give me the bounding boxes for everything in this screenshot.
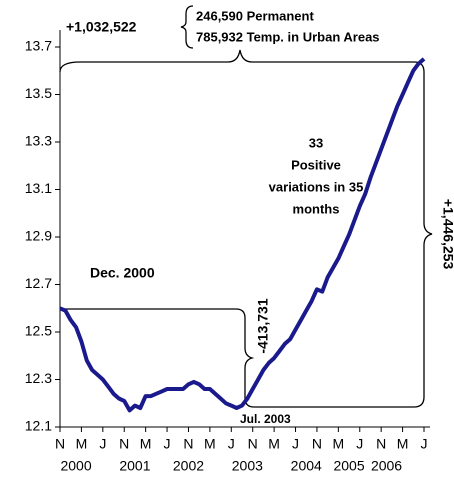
x-tick-label: N [119,436,129,452]
x-tick-label: M [397,436,409,452]
annotation: 785,932 Temp. in Urban Areas [196,29,380,44]
annotation: +1,032,522 [66,19,137,35]
x-tick-label: N [55,436,65,452]
side-brackets [60,72,433,408]
y-tick-label: 12.1 [25,418,52,434]
x-tick-label: N [183,436,193,452]
x-tick-label: N [312,436,322,452]
annotation: months [293,201,340,216]
year-label: 2000 [60,458,91,474]
x-tick-label: N [376,436,386,452]
brackets [59,5,433,408]
x-tick-label: N [248,436,258,452]
year-label: 2002 [173,458,204,474]
x-tick-label: J [228,436,235,452]
top-bracket [59,49,425,73]
x-tick-label: J [292,436,299,452]
y-tick-label: 12.9 [25,228,52,244]
y-tick-label: 13.3 [25,133,52,149]
line [59,57,426,413]
annotation: 33 [309,135,323,150]
year-label: 2005 [333,458,364,474]
x-tick-label: J [421,436,428,452]
year-label: 2006 [371,458,402,474]
year-label: 2004 [291,458,322,474]
x-tick-label: J [164,436,171,452]
x-tick-label: M [204,436,216,452]
annotation: variations in 35 [269,179,364,194]
top-brace [180,5,194,49]
annotation: -413,731 [255,298,271,353]
x-tick-label: M [76,436,88,452]
year-label: 2003 [232,458,263,474]
annotation: Jul. 2003 [240,412,291,426]
annotation: Positive [291,157,341,172]
year-label: 2001 [119,458,150,474]
y-tick-label: 12.5 [25,323,52,339]
y-tick-label: 12.3 [25,370,52,386]
y-tick-label: 13.5 [25,85,52,101]
annotation: 246,590 Permanent [196,8,314,23]
y-tick-label: 13.1 [25,180,52,196]
x-tick-label: M [140,436,152,452]
y-tick-label: 13.7 [25,38,52,54]
x-tick-label: J [356,436,363,452]
x-tick-label: M [333,436,345,452]
y-tick-label: 12.7 [25,275,52,291]
x-tick-label: J [99,436,106,452]
annotation: Dec. 2000 [90,265,155,281]
x-tick-label: M [268,436,280,452]
annotation: +1,446,253 [440,199,454,270]
